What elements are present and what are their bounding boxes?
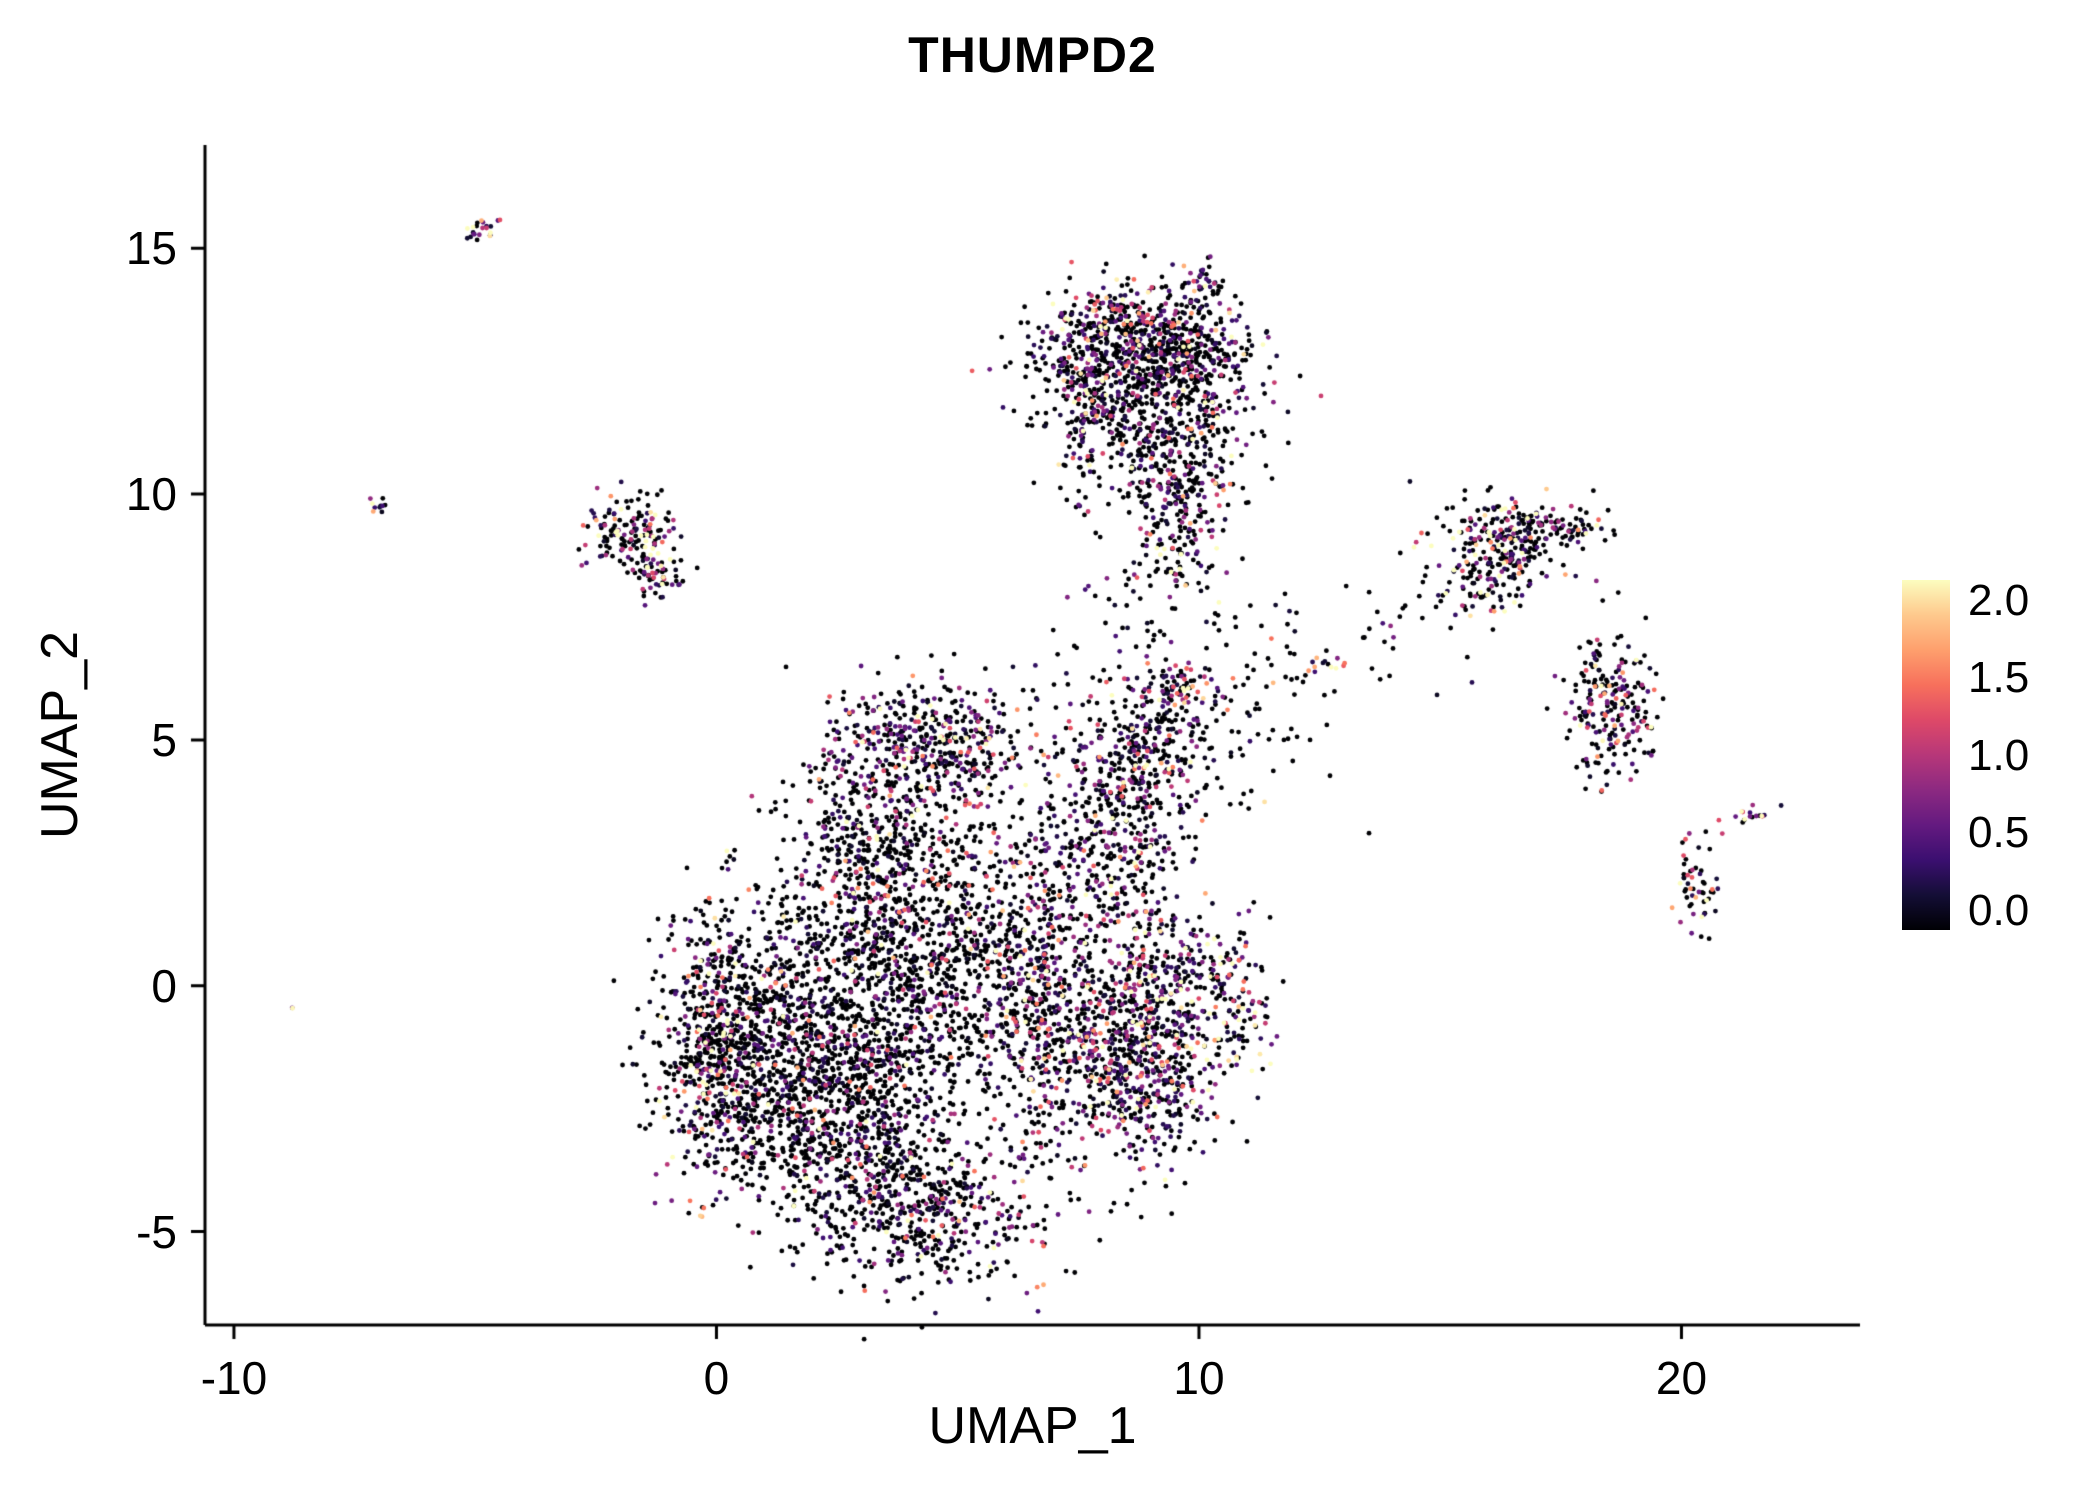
colorbar-tick-label: 0.0 bbox=[1968, 885, 2030, 935]
x-tick-label: 0 bbox=[703, 1352, 730, 1404]
x-tick-label: -10 bbox=[200, 1352, 268, 1404]
colorbar-tick-label: 1.5 bbox=[1968, 653, 2030, 703]
colorbar-tick-label: 0.5 bbox=[1968, 808, 2030, 858]
colorbar-tick-label: 1.0 bbox=[1968, 730, 2030, 780]
x-tick-label: 20 bbox=[1655, 1352, 1708, 1404]
y-tick-label: 5 bbox=[151, 713, 177, 766]
x-axis-label: UMAP_1 bbox=[928, 1397, 1137, 1455]
colorbar-tick-label: 2.0 bbox=[1968, 576, 2030, 625]
y-tick-label: 10 bbox=[125, 468, 177, 521]
y-tick-label: 0 bbox=[151, 959, 177, 1012]
x-tick-label: 10 bbox=[1173, 1352, 1225, 1404]
y-tick-label: 15 bbox=[125, 222, 177, 275]
colorbar-gradient bbox=[1902, 580, 1950, 930]
y-axis-label: UMAP_2 bbox=[31, 630, 89, 840]
y-tick-label: -5 bbox=[136, 1205, 177, 1258]
